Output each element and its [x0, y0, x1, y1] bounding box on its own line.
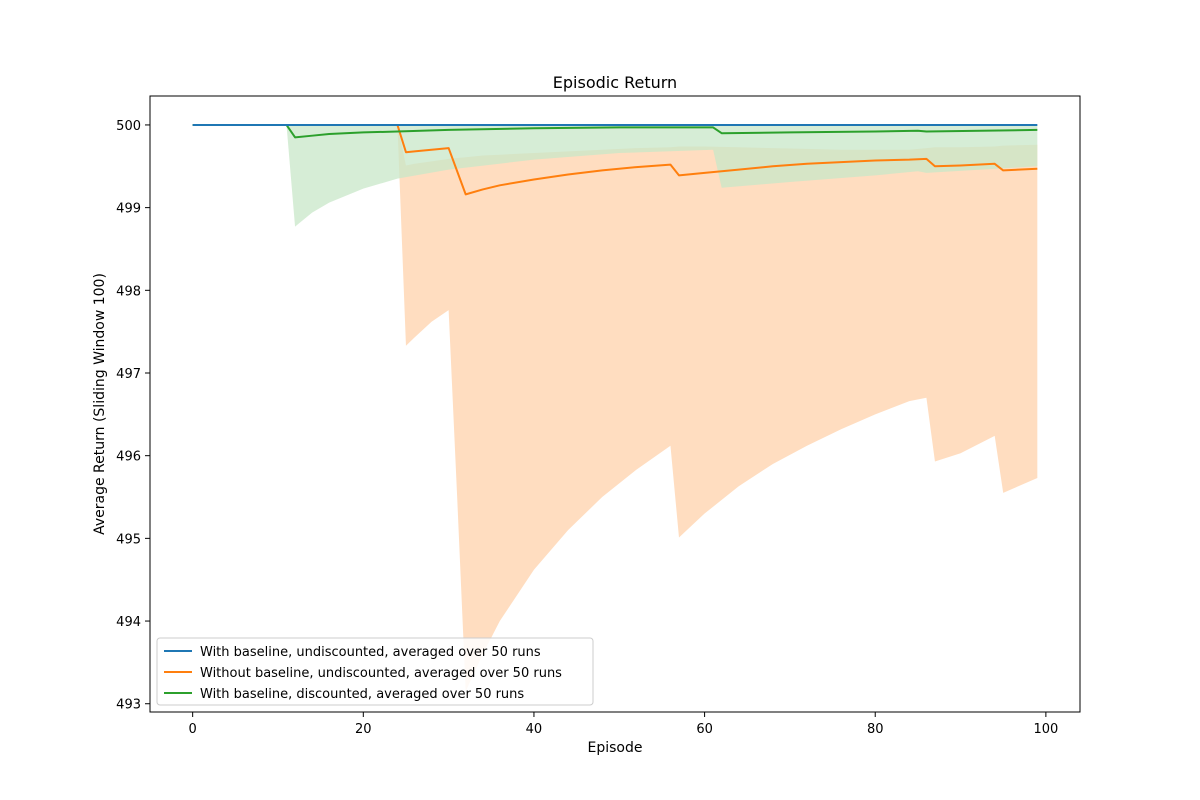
- y-tick-label: 499: [116, 202, 141, 217]
- x-tick-label: 60: [696, 722, 713, 737]
- plot-frame: [149, 95, 1081, 713]
- chart-title: Episodic Return: [553, 73, 677, 92]
- series-line-2: [192, 123, 1038, 196]
- y-tick-label: 498: [116, 284, 141, 299]
- legend-entry-series-1: With baseline, undiscounted, averaged ov…: [200, 645, 541, 660]
- series-line-3: [192, 123, 1038, 139]
- legend-entry-series-3: With baseline, discounted, averaged over…: [200, 687, 524, 702]
- legend-entry-series-2: Without baseline, undiscounted, averaged…: [200, 666, 562, 681]
- x-axis-ticks: 0 20 40 60 80 100: [189, 712, 1058, 737]
- legend: With baseline, undiscounted, averaged ov…: [156, 637, 594, 706]
- x-tick-label: 40: [526, 722, 543, 737]
- y-tick-label: 496: [116, 450, 141, 465]
- x-tick-label: 20: [355, 722, 372, 737]
- y-tick-label: 497: [116, 367, 141, 382]
- x-axis-label: Episode: [588, 740, 643, 756]
- confidence-band-series-2: [192, 124, 1038, 692]
- y-axis-label: Average Return (Sliding Window 100): [92, 273, 108, 535]
- y-axis-ticks: 493 494 495 496 497 498 499 500: [116, 119, 150, 713]
- y-tick-label: 500: [116, 119, 141, 134]
- x-tick-label: 0: [189, 722, 197, 737]
- x-tick-label: 100: [1033, 722, 1058, 737]
- confidence-band-series-3: [192, 124, 1038, 227]
- y-tick-label: 493: [116, 698, 141, 713]
- x-tick-label: 80: [867, 722, 884, 737]
- y-tick-label: 495: [116, 532, 141, 547]
- y-tick-label: 494: [116, 615, 141, 630]
- confidence-bands: [192, 124, 1038, 692]
- legend-box: [156, 637, 594, 706]
- series-lines: [192, 123, 1038, 196]
